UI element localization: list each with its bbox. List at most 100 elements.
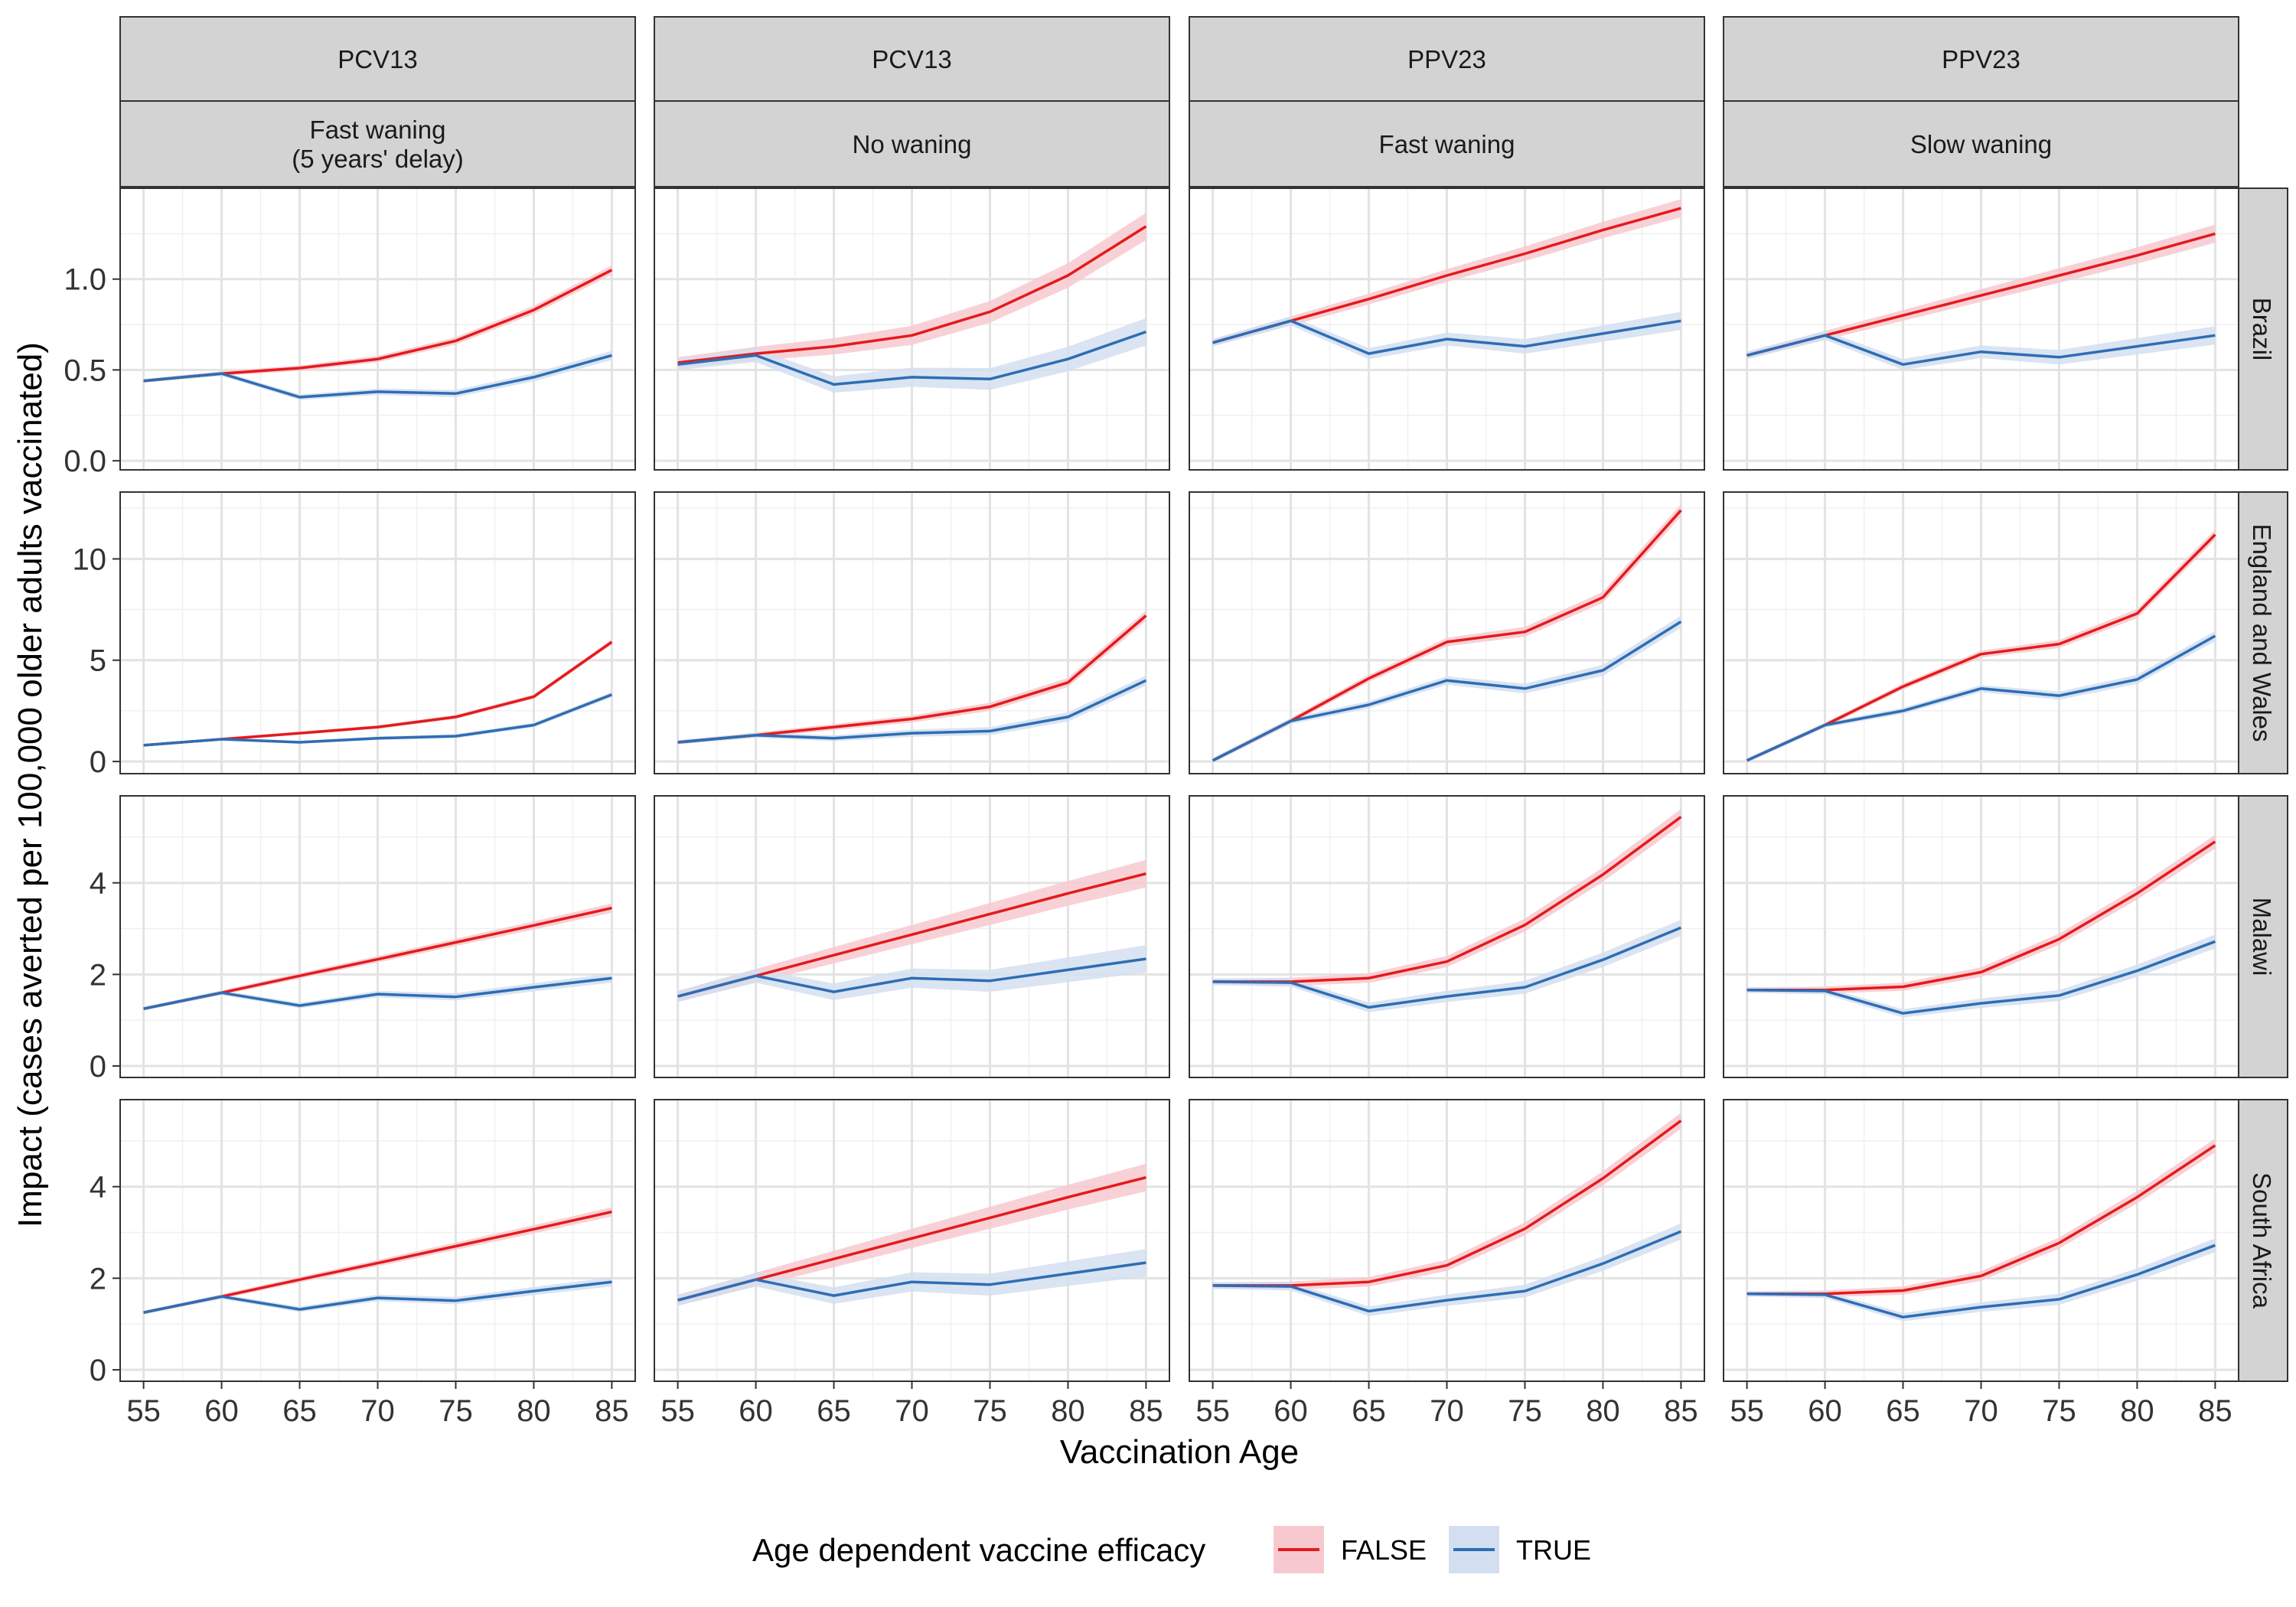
series-line-true	[143, 1280, 612, 1314]
facet-label-vaccine: PPV23	[1407, 45, 1486, 73]
x-tick-label: 80	[1051, 1394, 1085, 1428]
x-tick-label: 75	[1508, 1394, 1542, 1428]
confidence-ribbon-true	[677, 945, 1146, 1002]
facet-strip-waning	[1723, 100, 2239, 187]
series-line-true	[1212, 620, 1682, 762]
panel-border	[1723, 187, 2239, 471]
y-tick-label: 0	[90, 745, 106, 779]
series-line-false	[677, 225, 1147, 364]
x-tick-label: 85	[595, 1394, 629, 1428]
panel-border	[119, 795, 636, 1078]
series-line-true	[677, 1261, 1146, 1302]
facet-label-waning: Slow waning	[1910, 130, 2052, 158]
x-tick-label: 75	[2042, 1394, 2076, 1428]
legend-label-false: FALSE	[1341, 1534, 1427, 1566]
facet-strip-vaccine	[1189, 16, 1705, 102]
series-line-true	[677, 330, 1146, 386]
confidence-ribbon-true	[1212, 311, 1681, 360]
confidence-ribbon-false	[677, 213, 1146, 368]
x-tick-label: 75	[439, 1394, 473, 1428]
y-tick-label: 0	[90, 1354, 106, 1387]
panel	[654, 795, 1170, 1078]
y-tick-label: 2	[90, 958, 106, 992]
confidence-ribbon-true	[1746, 326, 2216, 370]
panel-border	[1189, 795, 1705, 1078]
facet-label-vaccine: PCV13	[338, 45, 418, 73]
panel: 55 60 65 70 75 80 85	[654, 1099, 1170, 1428]
x-axis-title: Vaccination Age	[1060, 1433, 1299, 1471]
x-tick-label: 60	[1274, 1394, 1308, 1428]
series-line-true	[143, 354, 612, 399]
panel-border	[654, 795, 1170, 1078]
facet-label-waning: No waning	[853, 130, 972, 158]
x-tick-label: 75	[973, 1394, 1007, 1428]
confidence-ribbon-true	[677, 318, 1146, 393]
facet-strip-vaccine	[654, 16, 1170, 102]
panel: 0 2 4	[90, 795, 636, 1084]
confidence-ribbon-true	[143, 973, 612, 1011]
panel	[1723, 491, 2239, 774]
x-tick-label: 85	[2198, 1394, 2232, 1428]
facet-strip-waning	[1189, 100, 1705, 187]
confidence-ribbon-true	[143, 1277, 612, 1315]
legend-label-true: TRUE	[1516, 1534, 1591, 1566]
x-tick-label: 70	[1964, 1394, 1998, 1428]
y-tick-label: 2	[90, 1262, 106, 1296]
legend: Age dependent vaccine efficacy FALSE TRUE	[752, 1526, 1591, 1573]
facet-label-country: Malawi	[2248, 898, 2276, 976]
y-tick-label: 0.0	[64, 445, 106, 478]
x-tick-label: 70	[360, 1394, 395, 1428]
series-line-true	[1746, 1244, 2216, 1319]
x-tick-label: 65	[1886, 1394, 1920, 1428]
y-tick-label: 4	[90, 1171, 106, 1204]
x-tick-label: 85	[1129, 1394, 1163, 1428]
confidence-ribbon-true	[677, 1249, 1146, 1306]
panel-border	[119, 491, 636, 774]
x-tick-label: 80	[2120, 1394, 2154, 1428]
legend-title: Age dependent vaccine efficacy	[752, 1532, 1205, 1568]
facet-strip-country	[2236, 795, 2288, 1078]
x-tick-label: 80	[1586, 1394, 1620, 1428]
series-line-true	[1212, 926, 1682, 1009]
facet-label-country: England and Wales	[2248, 524, 2276, 742]
facet-label-country: Brazil	[2248, 298, 2276, 361]
panel-border	[654, 187, 1170, 471]
y-tick-label: 0.5	[64, 354, 106, 387]
panel-border	[654, 491, 1170, 774]
panel	[654, 187, 1170, 471]
series-line-true	[1746, 634, 2216, 762]
x-tick-label: 65	[817, 1394, 851, 1428]
panel	[1189, 795, 1705, 1078]
panel	[654, 491, 1170, 774]
confidence-ribbon-true	[677, 675, 1146, 745]
x-tick-label: 55	[126, 1394, 161, 1428]
x-tick-label: 60	[204, 1394, 239, 1428]
panel: 0 5 10	[73, 491, 636, 779]
y-tick-label: 1.0	[64, 263, 106, 297]
panel-border	[1189, 187, 1705, 471]
facet-strip-vaccine	[1723, 16, 2239, 102]
facet-label-waning: Fast waning	[1379, 130, 1515, 158]
panel-border	[119, 187, 636, 471]
x-tick-label: 55	[1195, 1394, 1230, 1428]
facet-strip-vaccine	[119, 16, 636, 102]
panel: 0 2 4 55 60 65 70 75 80 85	[90, 1099, 636, 1428]
series-line-true	[1212, 319, 1681, 355]
y-axis-title: Impact (cases averted per 100,000 older …	[11, 342, 49, 1227]
panel: 0.0 0.5 1.0	[64, 187, 636, 478]
x-tick-label: 65	[1352, 1394, 1386, 1428]
x-tick-label: 70	[1430, 1394, 1464, 1428]
series-line-true	[1746, 940, 2216, 1015]
confidence-ribbon-false	[677, 610, 1146, 745]
x-tick-label: 55	[1730, 1394, 1764, 1428]
panel	[1723, 795, 2239, 1078]
x-tick-label: 65	[282, 1394, 317, 1428]
facet-label-country: South Africa	[2248, 1172, 2276, 1309]
y-tick-label: 5	[90, 644, 106, 678]
facet-label-waning: Fast waning (5 years' delay)	[292, 116, 464, 173]
x-tick-label: 60	[1808, 1394, 1842, 1428]
x-tick-label: 85	[1664, 1394, 1698, 1428]
panel-border	[1723, 795, 2239, 1078]
facet-strip-country	[2236, 1099, 2288, 1382]
